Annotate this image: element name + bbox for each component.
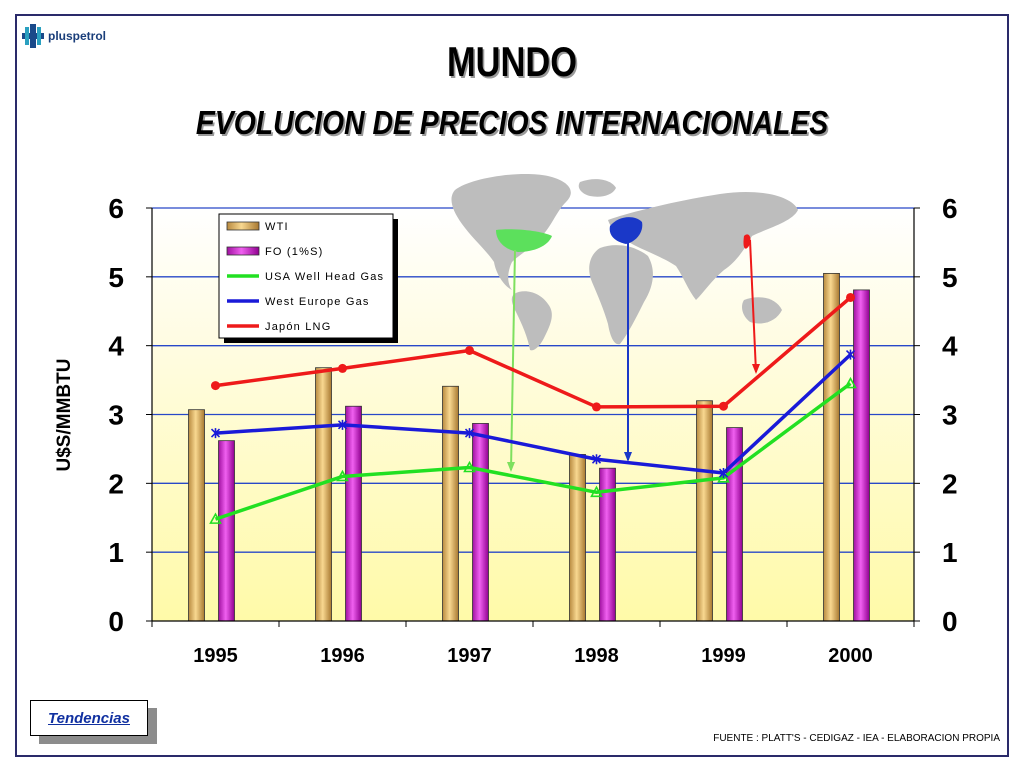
legend-swatch: [226, 246, 260, 256]
y-tick-label: 1: [108, 537, 124, 568]
y-tick-label-right: 1: [942, 537, 958, 568]
y-tick-label: 0: [108, 606, 124, 637]
japan-highlight: [743, 234, 751, 249]
logo-text: pluspetrol: [48, 29, 107, 43]
bar-wti: [442, 385, 459, 622]
line-point-japon-lng: [338, 363, 347, 373]
line-point-west-europe-gas: [718, 468, 729, 479]
line-series-usa-well-head-gas: [214, 382, 852, 521]
bar-fo-1-s-: [472, 423, 489, 622]
line-point-west-europe-gas: [464, 428, 475, 439]
line-point-usa-well-head-gas: [844, 376, 857, 389]
line-point-japon-lng: [211, 381, 220, 391]
bar-fo-1-s-: [853, 289, 870, 622]
chart-axes: [146, 207, 920, 627]
line-point-west-europe-gas: [210, 428, 221, 439]
pluspetrol-logo-icon: [22, 24, 44, 48]
x-tick-label: 1996: [320, 645, 365, 667]
bar-wti: [315, 367, 332, 622]
line-point-japon-lng: [719, 401, 728, 411]
line-point-japon-lng: [465, 345, 474, 355]
y-tick-label-right: 4: [942, 331, 958, 362]
line-point-west-europe-gas: [337, 419, 348, 430]
company-logo: pluspetrol: [22, 24, 106, 48]
legend-swatch: [226, 221, 260, 231]
line-point-japon-lng: [846, 292, 855, 302]
legend-label: WTI: [265, 221, 289, 233]
y-tick-label-right: 0: [942, 606, 958, 637]
line-point-west-europe-gas: [591, 454, 602, 465]
line-point-usa-well-head-gas: [463, 460, 476, 473]
tick-labels: 0 0 1 1 2 2 3 3 4 4 5 5 6 6 1995 1996 1997 1998 1999 2000: [108, 193, 958, 667]
bar-wti: [569, 454, 586, 622]
line-point-japon-lng: [592, 402, 601, 412]
y-tick-label: 6: [108, 193, 124, 224]
tendencias-button[interactable]: Tendencias: [30, 700, 148, 736]
tendencias-label: Tendencias: [48, 709, 130, 727]
bar-fo-1-s-: [218, 440, 235, 622]
slide-frame: [15, 14, 1009, 757]
y-axis-label: U$S/MMBTU: [54, 359, 75, 472]
line-series: [209, 292, 857, 524]
bar-series: [188, 272, 870, 622]
world-map-illustration: [451, 173, 798, 472]
x-tick-label: 1997: [447, 645, 492, 667]
line-point-west-europe-gas: [845, 349, 856, 360]
x-tick-label: 1999: [701, 645, 746, 667]
line-series-west-europe-gas: [215, 353, 852, 475]
legend-label: FO (1%S): [265, 246, 324, 258]
page-title: MUNDO: [446, 38, 578, 85]
y-tick-label-right: 3: [942, 400, 958, 431]
line-point-usa-well-head-gas: [336, 469, 349, 482]
line-series-jap-n-lng: [215, 296, 852, 409]
line-point-usa-well-head-gas: [209, 512, 222, 524]
x-tick-label: 2000: [828, 645, 873, 667]
y-tick-label: 3: [108, 400, 124, 431]
source-note: FUENTE : PLATT'S - CEDIGAZ - IEA - ELABO…: [713, 733, 1000, 744]
line-point-usa-well-head-gas: [590, 485, 603, 498]
bar-wti: [696, 400, 713, 622]
legend-label: USA Well Head Gas: [265, 271, 384, 283]
europe-highlight: [609, 217, 643, 244]
y-tick-label-right: 6: [942, 193, 958, 224]
line-point-usa-well-head-gas: [717, 471, 730, 483]
y-tick-label: 4: [108, 331, 124, 362]
bar-fo-1-s-: [345, 405, 362, 622]
legend-label: Japón LNG: [265, 321, 331, 333]
y-tick-label-right: 5: [942, 262, 958, 293]
x-tick-label: 1998: [574, 645, 619, 667]
x-tick-label: 1995: [193, 645, 238, 667]
y-tick-label: 5: [108, 262, 124, 293]
usa-highlight: [496, 229, 552, 252]
legend-box: [218, 213, 394, 339]
legend-label: West Europe Gas: [265, 296, 370, 308]
bar-wti: [188, 409, 205, 622]
y-tick-label: 2: [108, 468, 124, 499]
page-subtitle: EVOLUCION DE PRECIOS INTERNACIONALES: [195, 104, 829, 141]
bar-wti: [823, 272, 840, 622]
chart-legend: WTI FO (1%S) USA Well Head Gas West Europe …: [218, 213, 398, 343]
y-tick-label-right: 2: [942, 468, 958, 499]
